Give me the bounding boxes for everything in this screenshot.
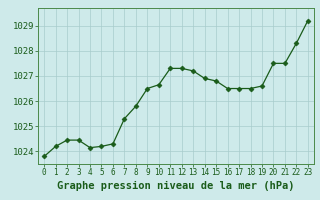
X-axis label: Graphe pression niveau de la mer (hPa): Graphe pression niveau de la mer (hPa) (57, 181, 295, 191)
